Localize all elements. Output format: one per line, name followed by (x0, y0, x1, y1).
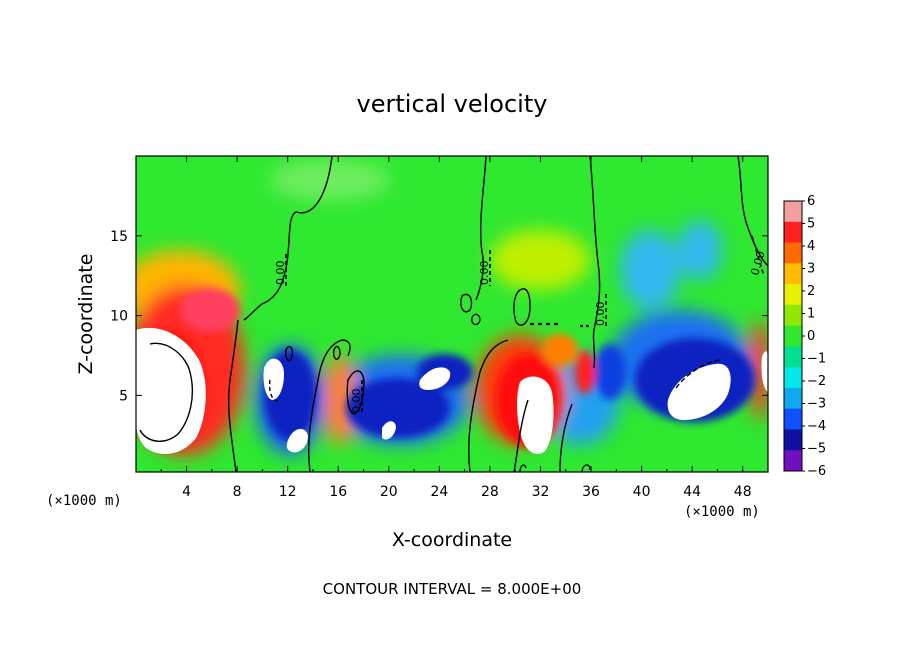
colorbar-swatch (784, 387, 802, 410)
contour-label: 0.00 (350, 389, 363, 414)
y-tick-label: 10 (110, 309, 128, 325)
colorbar-label: −4 (807, 419, 826, 434)
colorbar-swatch (784, 263, 802, 285)
colorbar-label: −2 (807, 374, 826, 389)
colorbar-label: 0 (807, 329, 815, 344)
x-tick-label: 24 (430, 484, 448, 500)
x-tick-label: 8 (233, 484, 242, 500)
colorbar-swatch (784, 325, 802, 347)
y-tick-label: 5 (119, 388, 128, 404)
colorbar-label: −5 (807, 442, 826, 457)
x-tick-label: 40 (633, 484, 651, 500)
contour-label: 0.00 (274, 261, 287, 286)
colorbar-swatch (784, 450, 802, 472)
x-tick-label: 28 (481, 484, 499, 500)
x-tick-label: 16 (329, 484, 347, 500)
colorbar-label: 4 (807, 239, 815, 254)
x-unit-left: (×1000 m) (46, 493, 122, 509)
colorbar-swatch (784, 367, 802, 389)
field-saturated-cores (136, 327, 768, 454)
x-tick-label: 12 (279, 484, 297, 500)
y-tick-label: 15 (110, 229, 128, 245)
chart-title: vertical velocity (357, 90, 548, 118)
colorbar-swatch (784, 201, 802, 223)
y-axis: 5 10 15 (110, 229, 768, 404)
colorbar-swatch (784, 408, 802, 430)
x-tick-label: 32 (532, 484, 550, 500)
colorbar: 6 5 4 3 2 1 0 −1 −2 −3 −4 −5 −6 (783, 194, 826, 479)
colorbar-label: 3 (807, 262, 815, 277)
colorbar-label: 2 (807, 284, 815, 299)
colorbar-swatch (784, 429, 802, 451)
colorbar-swatch (784, 221, 802, 244)
contour-lines (139, 156, 768, 472)
x-tick-label: 36 (582, 484, 600, 500)
colorbar-label: 1 (807, 307, 815, 322)
contour-labels: 0.00 0.00 0.00 0.00 0.00 (274, 250, 768, 413)
colorbar-label: −3 (807, 397, 826, 412)
x-unit-right: (×1000 m) (684, 504, 760, 520)
colorbar-swatch (784, 242, 802, 264)
x-axis-label: X-coordinate (392, 529, 512, 551)
y-axis-label: Z-coordinate (75, 254, 97, 375)
x-axis: 4 8 12 16 20 24 28 32 36 40 44 48 (160, 156, 752, 500)
contour-label: 0.00 (594, 302, 607, 327)
contour-label: 0.00 (748, 250, 767, 277)
colorbar-swatch (784, 304, 802, 327)
x-tick-label: 4 (182, 484, 191, 500)
x-tick-label: 20 (380, 484, 398, 500)
x-tick-label: 48 (734, 484, 752, 500)
colorbar-swatch (784, 346, 802, 368)
x-tick-label: 44 (683, 484, 701, 500)
colorbar-swatch (784, 284, 802, 306)
contour-label: 0.00 (478, 261, 491, 286)
colorbar-label: 6 (807, 194, 815, 209)
plot-frame (135, 155, 769, 473)
heatmap-field: 0.00 0.00 0.00 0.00 0.00 (136, 156, 768, 472)
contour-interval-text: CONTOUR INTERVAL = 8.000E+00 (323, 580, 582, 598)
colorbar-label: −6 (807, 464, 826, 479)
colorbar-label: −1 (807, 352, 826, 367)
colorbar-label: 5 (807, 217, 815, 232)
